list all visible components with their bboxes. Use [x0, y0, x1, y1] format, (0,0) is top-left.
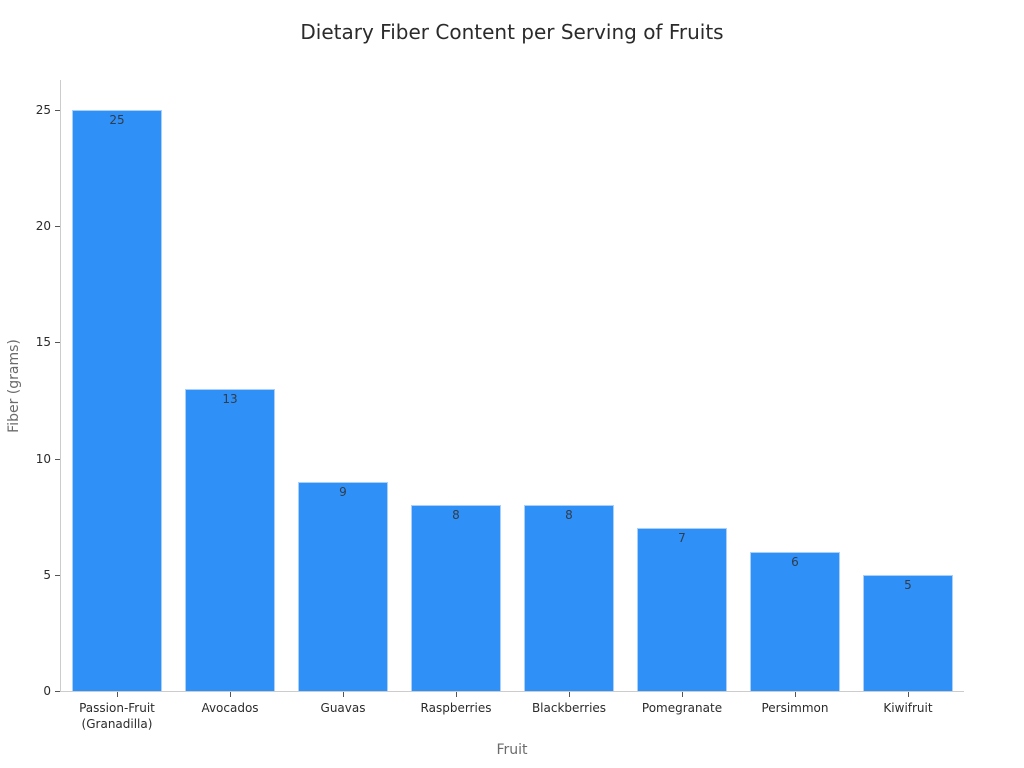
bar-value-label: 5 [904, 577, 912, 592]
y-tick: 15 [0, 335, 60, 349]
y-tick-mark [55, 110, 60, 111]
bar [750, 551, 840, 691]
y-tick-mark [55, 459, 60, 460]
x-tick-mark [908, 692, 909, 697]
chart-title: Dietary Fiber Content per Serving of Fru… [300, 20, 724, 44]
y-tick-label: 25 [35, 103, 51, 117]
bar [185, 388, 275, 691]
bar-value-label: 8 [452, 508, 460, 523]
y-axis-label: Fiber (grams) [6, 339, 22, 433]
y-tick-label: 0 [43, 684, 51, 698]
x-tick-label: Pomegranate [641, 701, 723, 715]
x-tick-mark [343, 692, 344, 697]
x-axis-line [60, 691, 964, 692]
bar-value-label: 7 [678, 531, 686, 546]
x-tick-mark [456, 692, 457, 697]
bar-value-label: 25 [109, 113, 125, 127]
x-tick-label: Raspberries [420, 701, 492, 715]
bar-value-label: 6 [791, 554, 799, 569]
bar-value-label: 9 [339, 484, 347, 499]
y-tick-mark [55, 342, 60, 343]
y-tick-mark [55, 575, 60, 576]
x-tick-mark [230, 692, 231, 697]
x-tick-mark [682, 692, 683, 697]
x-tick-label: Avocados [201, 701, 259, 715]
y-tick: 10 [0, 452, 60, 466]
bar-value-label: 8 [565, 508, 573, 523]
x-tick-mark [117, 692, 118, 697]
y-tick-label: 20 [35, 219, 51, 233]
y-tick: 0 [0, 684, 60, 698]
y-tick-label: 10 [35, 452, 51, 466]
y-tick: 5 [0, 568, 60, 582]
y-tick-label: 15 [35, 335, 51, 349]
y-tick: 20 [0, 219, 60, 233]
bar [524, 505, 614, 691]
bar-value-label: 13 [222, 391, 238, 406]
bar [72, 110, 162, 691]
bar [637, 528, 727, 691]
y-axis-line [60, 80, 61, 692]
y-tick: 25 [0, 103, 60, 117]
x-tick-label: Guavas [320, 701, 366, 715]
x-tick-label: Blackberries [531, 701, 607, 715]
y-tick-mark [55, 226, 60, 227]
x-axis-label: Fruit [496, 742, 528, 758]
x-tick-label: Persimmon [761, 701, 829, 715]
y-tick-mark [55, 691, 60, 692]
bar [863, 574, 953, 691]
bar [298, 481, 388, 691]
x-tick-label: Passion-Fruit (Granadilla) [79, 701, 155, 731]
x-tick-mark [569, 692, 570, 697]
x-tick-mark [795, 692, 796, 697]
bar [411, 505, 501, 691]
x-tick-label: Kiwifruit [883, 701, 933, 715]
y-tick-label: 5 [43, 568, 51, 582]
